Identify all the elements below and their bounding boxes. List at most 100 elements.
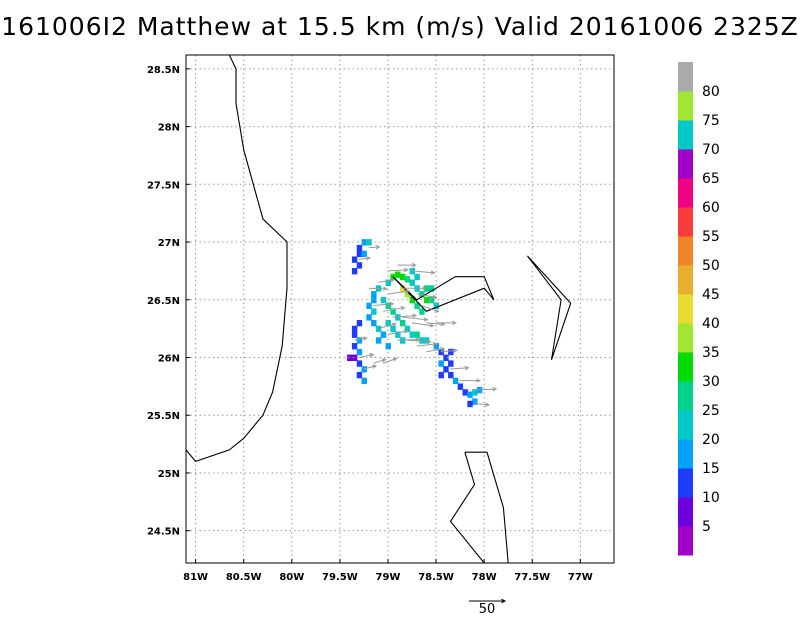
wind-vector	[436, 320, 458, 326]
wind-vector	[387, 289, 411, 295]
wind-cell	[356, 360, 363, 367]
wind-vector	[416, 293, 438, 299]
wind-cell	[390, 325, 396, 333]
wind-cell	[404, 291, 411, 298]
wind-vector	[407, 339, 432, 344]
wind-cell	[424, 296, 430, 304]
wind-cell	[361, 239, 367, 246]
wind-cell	[366, 302, 372, 310]
coastline	[526, 255, 572, 360]
wind-cell	[356, 337, 363, 344]
wind-vector	[387, 267, 409, 273]
y-tick-label: 24.5N	[147, 527, 180, 538]
wind-vector	[373, 301, 395, 307]
coastline	[185, 54, 288, 463]
wind-cell	[347, 354, 353, 361]
wind-vector	[469, 598, 507, 604]
wind-vector	[426, 347, 446, 353]
x-tick-label: 80.5W	[226, 572, 262, 583]
wind-cell	[400, 273, 406, 281]
wind-cell	[375, 337, 382, 344]
coastline	[392, 276, 495, 312]
wind-cell	[351, 268, 358, 275]
wind-cell	[371, 291, 377, 298]
wind-cell	[467, 391, 473, 398]
colorbar-label: 45	[702, 287, 720, 303]
colorbar-bin	[678, 236, 693, 266]
colorbar-label: 20	[702, 432, 720, 448]
wind-vector	[450, 365, 470, 371]
wind-vectors	[354, 244, 498, 407]
y-tick-label: 25N	[158, 469, 180, 480]
y-tick-label: 27.5N	[147, 180, 180, 191]
wind-cell	[351, 354, 358, 361]
wind-cell	[380, 296, 387, 304]
wind-cell	[419, 291, 425, 298]
colorbar-label: 80	[702, 84, 720, 100]
wind-vector	[359, 353, 375, 358]
wind-cell	[404, 276, 411, 283]
colorbar-label: 70	[702, 142, 720, 158]
y-axis: 24.5N 25N 25.5N 26N 26.5N 27N 27.5N 28N 28.5N	[147, 65, 190, 538]
wind-vector	[411, 270, 436, 275]
wind-cell	[356, 348, 363, 356]
colorbar-label: 10	[702, 490, 720, 506]
colorbar-bin	[678, 294, 693, 324]
wind-cell	[419, 308, 425, 315]
wind-cell	[419, 337, 425, 344]
wind-cell	[433, 343, 440, 350]
colorbar-label: 55	[702, 229, 720, 245]
y-tick-label: 28.5N	[147, 65, 180, 76]
wind-cell	[356, 319, 363, 327]
wind-vector	[368, 244, 381, 250]
wind-cell	[385, 319, 391, 327]
wind-cell	[457, 383, 464, 390]
wind-cell	[433, 302, 440, 310]
wind-cell	[400, 319, 406, 327]
colorbar-bin	[678, 62, 693, 92]
chart-title: 161006I2 Matthew at 15.5 km (m/s) Valid …	[1, 12, 799, 41]
colorbar-label: 40	[702, 316, 720, 332]
wind-vector	[402, 316, 429, 322]
wind-cell	[409, 279, 416, 286]
x-axis: 81W 80.5W 80W 79.5W 79W 78.5W 78W 77.5W 77W	[183, 559, 593, 583]
wind-vector	[359, 256, 371, 261]
colorbar-label: 75	[702, 113, 720, 129]
colorbar-bin	[678, 526, 693, 556]
colorbar-bin	[678, 439, 693, 469]
wind-vector	[363, 364, 378, 370]
wind-cell	[395, 271, 401, 278]
colorbar-bin	[678, 91, 693, 121]
colorbar-bin	[678, 468, 693, 498]
wind-cell	[390, 308, 396, 315]
y-tick-label: 27N	[158, 238, 180, 249]
colorbar-label: 35	[702, 345, 720, 361]
colorbar-bin	[678, 178, 693, 208]
colorbar-label: 50	[702, 258, 720, 274]
wind-cell	[385, 343, 391, 350]
wind-cell	[443, 354, 449, 361]
wind-cell	[443, 366, 449, 373]
wind-vector	[383, 305, 406, 312]
map-frame	[185, 54, 615, 564]
colorbar-bin	[678, 149, 693, 179]
wind-vector	[402, 286, 427, 291]
colorbar-label: 5	[702, 519, 711, 535]
wind-cell	[395, 314, 401, 321]
wind-vector	[411, 322, 435, 328]
wind-cell	[366, 239, 372, 246]
wind-cell	[356, 250, 363, 258]
wind-vector	[392, 313, 418, 318]
reference-vector-label: 50	[479, 602, 496, 617]
colorbar-bin	[678, 352, 693, 382]
wind-vector	[474, 386, 498, 392]
wind-cell	[448, 371, 454, 379]
y-tick-label: 26.5N	[147, 296, 180, 307]
wind-cell	[351, 256, 358, 263]
wind-cell	[366, 314, 372, 321]
wind-cell	[452, 377, 459, 385]
wind-vector	[440, 348, 459, 353]
wind-vector	[382, 357, 398, 364]
wind-vector	[354, 336, 368, 341]
